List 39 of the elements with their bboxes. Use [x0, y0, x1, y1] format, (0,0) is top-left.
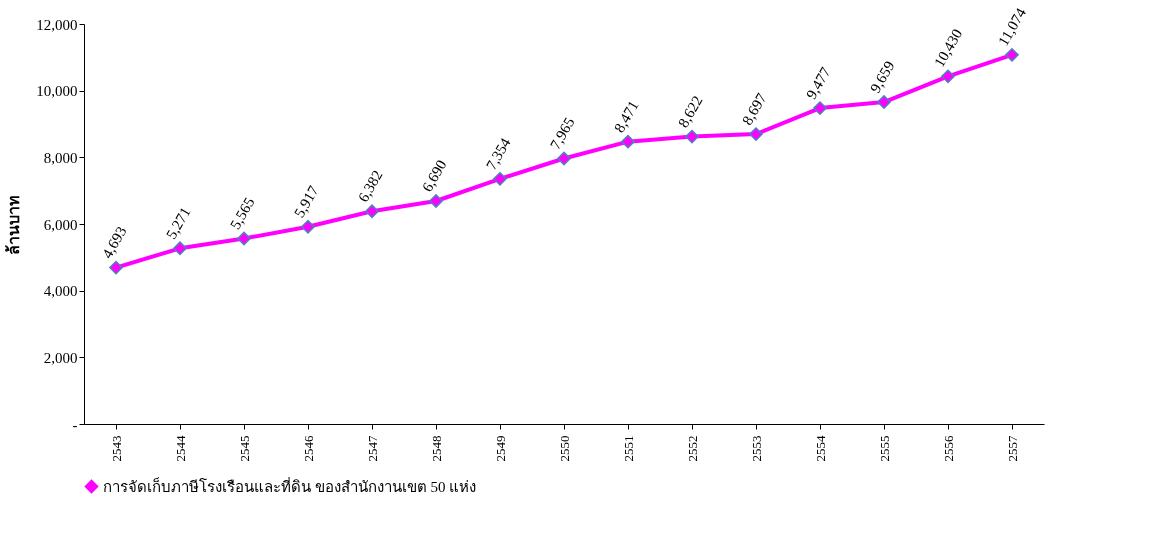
x-tick-label: 2545 — [236, 435, 252, 462]
point — [557, 151, 571, 166]
point — [749, 127, 763, 141]
legend-label: การจัดเก็บภาษีโรงเรือนและที่ดิน ของสำนักงานเขต 50 แห่ง — [103, 475, 477, 495]
point — [429, 194, 443, 208]
point — [877, 95, 891, 109]
x-tick-label: 2549 — [492, 435, 508, 462]
point — [685, 129, 699, 144]
point — [621, 134, 635, 149]
y-tick-label: 6,000 — [43, 216, 78, 233]
y-tick-label: 12,000 — [36, 16, 78, 33]
y-tick-label: - — [72, 416, 78, 433]
x-tick-label: 2543 — [108, 435, 124, 462]
x-tick-label: 2554 — [812, 435, 828, 462]
y-tick-label: 8,000 — [43, 149, 78, 166]
x-tick-label: 2557 — [1004, 435, 1020, 462]
point — [493, 171, 507, 186]
y-tick-label: 10,000 — [36, 83, 78, 100]
x-tick-label: 2544 — [172, 435, 188, 462]
x-tick-label: 2550 — [556, 435, 572, 462]
point — [237, 231, 251, 246]
point — [301, 219, 315, 234]
point — [813, 101, 827, 115]
point — [1005, 47, 1019, 62]
y-tick-label: 4,000 — [43, 283, 78, 300]
x-tick-label: 2547 — [364, 435, 380, 462]
x-tick-label: 2556 — [940, 435, 956, 462]
point — [365, 204, 379, 219]
point — [173, 241, 187, 256]
x-tick-label: 2552 — [684, 435, 700, 462]
x-tick-label: 2555 — [876, 435, 892, 462]
x-tick-label: 2551 — [620, 435, 636, 462]
x-tick-label: 2553 — [748, 435, 764, 462]
x-tick-label: 2548 — [428, 435, 444, 462]
point — [109, 260, 123, 275]
y-axis-title: ล้านบาท — [5, 194, 23, 255]
point — [941, 69, 955, 84]
y-tick-label: 2,000 — [43, 349, 78, 366]
x-tick-label: 2546 — [300, 435, 316, 462]
